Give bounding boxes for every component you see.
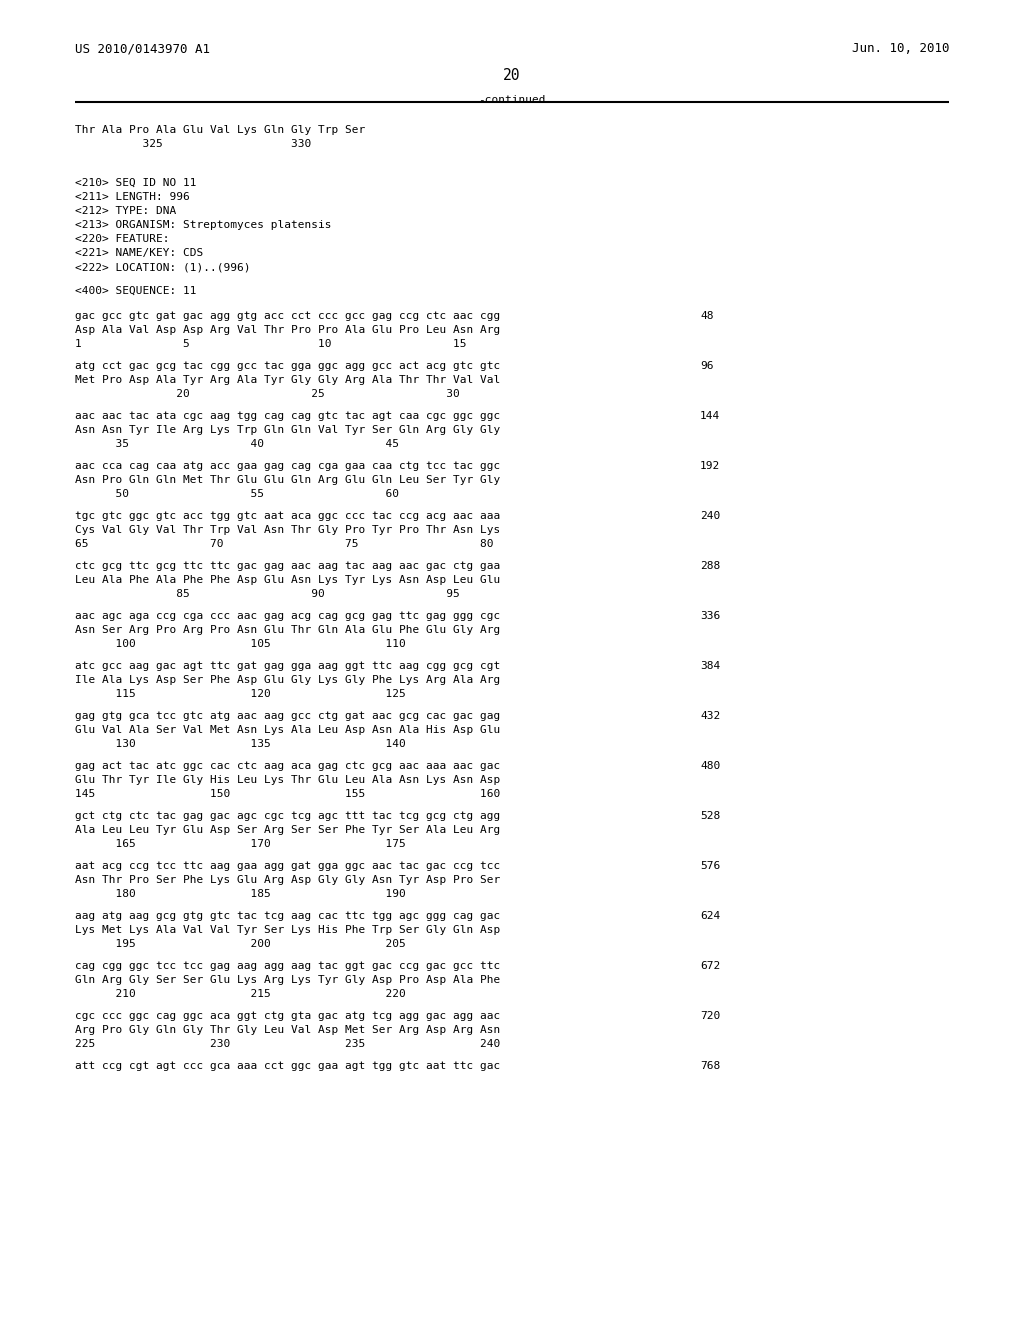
Text: Lys Met Lys Ala Val Val Tyr Ser Lys His Phe Trp Ser Gly Gln Asp: Lys Met Lys Ala Val Val Tyr Ser Lys His … (75, 925, 501, 935)
Text: Ala Leu Leu Tyr Glu Asp Ser Arg Ser Ser Phe Tyr Ser Ala Leu Arg: Ala Leu Leu Tyr Glu Asp Ser Arg Ser Ser … (75, 825, 501, 836)
Text: 145                 150                 155                 160: 145 150 155 160 (75, 789, 501, 799)
Text: <213> ORGANISM: Streptomyces platensis: <213> ORGANISM: Streptomyces platensis (75, 220, 332, 230)
Text: <222> LOCATION: (1)..(996): <222> LOCATION: (1)..(996) (75, 263, 251, 272)
Text: <221> NAME/KEY: CDS: <221> NAME/KEY: CDS (75, 248, 203, 259)
Text: 85                  90                  95: 85 90 95 (75, 589, 460, 599)
Text: 1               5                   10                  15: 1 5 10 15 (75, 339, 467, 350)
Text: aac cca cag caa atg acc gaa gag cag cga gaa caa ctg tcc tac ggc: aac cca cag caa atg acc gaa gag cag cga … (75, 461, 501, 471)
Text: <210> SEQ ID NO 11: <210> SEQ ID NO 11 (75, 178, 197, 189)
Text: Glu Val Ala Ser Val Met Asn Lys Ala Leu Asp Asn Ala His Asp Glu: Glu Val Ala Ser Val Met Asn Lys Ala Leu … (75, 725, 501, 735)
Text: 528: 528 (700, 812, 720, 821)
Text: Ile Ala Lys Asp Ser Phe Asp Glu Gly Lys Gly Phe Lys Arg Ala Arg: Ile Ala Lys Asp Ser Phe Asp Glu Gly Lys … (75, 676, 501, 685)
Text: aac agc aga ccg cga ccc aac gag acg cag gcg gag ttc gag ggg cgc: aac agc aga ccg cga ccc aac gag acg cag … (75, 611, 501, 622)
Text: 165                 170                 175: 165 170 175 (75, 840, 406, 849)
Text: <400> SEQUENCE: 11: <400> SEQUENCE: 11 (75, 286, 197, 296)
Text: Asn Pro Gln Gln Met Thr Glu Glu Gln Arg Glu Gln Leu Ser Tyr Gly: Asn Pro Gln Gln Met Thr Glu Glu Gln Arg … (75, 475, 501, 486)
Text: 115                 120                 125: 115 120 125 (75, 689, 406, 700)
Text: <211> LENGTH: 996: <211> LENGTH: 996 (75, 193, 189, 202)
Text: 192: 192 (700, 461, 720, 471)
Text: 96: 96 (700, 362, 714, 371)
Text: gct ctg ctc tac gag gac agc cgc tcg agc ttt tac tcg gcg ctg agg: gct ctg ctc tac gag gac agc cgc tcg agc … (75, 812, 501, 821)
Text: gag act tac atc ggc cac ctc aag aca gag ctc gcg aac aaa aac gac: gag act tac atc ggc cac ctc aag aca gag … (75, 762, 501, 771)
Text: 624: 624 (700, 911, 720, 921)
Text: Asn Thr Pro Ser Phe Lys Glu Arg Asp Gly Gly Asn Tyr Asp Pro Ser: Asn Thr Pro Ser Phe Lys Glu Arg Asp Gly … (75, 875, 501, 886)
Text: -continued: -continued (478, 95, 546, 106)
Text: 225                 230                 235                 240: 225 230 235 240 (75, 1039, 501, 1049)
Text: 130                 135                 140: 130 135 140 (75, 739, 406, 750)
Text: <212> TYPE: DNA: <212> TYPE: DNA (75, 206, 176, 216)
Text: tgc gtc ggc gtc acc tgg gtc aat aca ggc ccc tac ccg acg aac aaa: tgc gtc ggc gtc acc tgg gtc aat aca ggc … (75, 511, 501, 521)
Text: 672: 672 (700, 961, 720, 972)
Text: 20                  25                  30: 20 25 30 (75, 389, 460, 399)
Text: 720: 720 (700, 1011, 720, 1022)
Text: att ccg cgt agt ccc gca aaa cct ggc gaa agt tgg gtc aat ttc gac: att ccg cgt agt ccc gca aaa cct ggc gaa … (75, 1061, 501, 1072)
Text: 195                 200                 205: 195 200 205 (75, 940, 406, 949)
Text: 336: 336 (700, 611, 720, 622)
Text: gac gcc gtc gat gac agg gtg acc cct ccc gcc gag ccg ctc aac cgg: gac gcc gtc gat gac agg gtg acc cct ccc … (75, 312, 501, 321)
Text: Asn Asn Tyr Ile Arg Lys Trp Gln Gln Val Tyr Ser Gln Arg Gly Gly: Asn Asn Tyr Ile Arg Lys Trp Gln Gln Val … (75, 425, 501, 436)
Text: cag cgg ggc tcc tcc gag aag agg aag tac ggt gac ccg gac gcc ttc: cag cgg ggc tcc tcc gag aag agg aag tac … (75, 961, 501, 972)
Text: Leu Ala Phe Ala Phe Phe Asp Glu Asn Lys Tyr Lys Asn Asp Leu Glu: Leu Ala Phe Ala Phe Phe Asp Glu Asn Lys … (75, 576, 501, 585)
Text: Arg Pro Gly Gln Gly Thr Gly Leu Val Asp Met Ser Arg Asp Arg Asn: Arg Pro Gly Gln Gly Thr Gly Leu Val Asp … (75, 1026, 501, 1035)
Text: aag atg aag gcg gtg gtc tac tcg aag cac ttc tgg agc ggg cag gac: aag atg aag gcg gtg gtc tac tcg aag cac … (75, 911, 501, 921)
Text: <220> FEATURE:: <220> FEATURE: (75, 234, 170, 244)
Text: Gln Arg Gly Ser Ser Glu Lys Arg Lys Tyr Gly Asp Pro Asp Ala Phe: Gln Arg Gly Ser Ser Glu Lys Arg Lys Tyr … (75, 975, 501, 985)
Text: Asn Ser Arg Pro Arg Pro Asn Glu Thr Gln Ala Glu Phe Glu Gly Arg: Asn Ser Arg Pro Arg Pro Asn Glu Thr Gln … (75, 626, 501, 635)
Text: 100                 105                 110: 100 105 110 (75, 639, 406, 649)
Text: Met Pro Asp Ala Tyr Arg Ala Tyr Gly Gly Arg Ala Thr Thr Val Val: Met Pro Asp Ala Tyr Arg Ala Tyr Gly Gly … (75, 375, 501, 385)
Text: aac aac tac ata cgc aag tgg cag cag gtc tac agt caa cgc ggc ggc: aac aac tac ata cgc aag tgg cag cag gtc … (75, 412, 501, 421)
Text: 432: 432 (700, 711, 720, 721)
Text: 35                  40                  45: 35 40 45 (75, 440, 399, 449)
Text: 325                   330: 325 330 (75, 139, 311, 149)
Text: atc gcc aag gac agt ttc gat gag gga aag ggt ttc aag cgg gcg cgt: atc gcc aag gac agt ttc gat gag gga aag … (75, 661, 501, 671)
Text: Asp Ala Val Asp Asp Arg Val Thr Pro Pro Ala Glu Pro Leu Asn Arg: Asp Ala Val Asp Asp Arg Val Thr Pro Pro … (75, 325, 501, 335)
Text: aat acg ccg tcc ttc aag gaa agg gat gga ggc aac tac gac ccg tcc: aat acg ccg tcc ttc aag gaa agg gat gga … (75, 861, 501, 871)
Text: 576: 576 (700, 861, 720, 871)
Text: Cys Val Gly Val Thr Trp Val Asn Thr Gly Pro Tyr Pro Thr Asn Lys: Cys Val Gly Val Thr Trp Val Asn Thr Gly … (75, 525, 501, 535)
Text: 180                 185                 190: 180 185 190 (75, 890, 406, 899)
Text: gag gtg gca tcc gtc atg aac aag gcc ctg gat aac gcg cac gac gag: gag gtg gca tcc gtc atg aac aag gcc ctg … (75, 711, 501, 721)
Text: cgc ccc ggc cag ggc aca ggt ctg gta gac atg tcg agg gac agg aac: cgc ccc ggc cag ggc aca ggt ctg gta gac … (75, 1011, 501, 1022)
Text: 144: 144 (700, 412, 720, 421)
Text: Thr Ala Pro Ala Glu Val Lys Gln Gly Trp Ser: Thr Ala Pro Ala Glu Val Lys Gln Gly Trp … (75, 125, 366, 135)
Text: 50                  55                  60: 50 55 60 (75, 490, 399, 499)
Text: ctc gcg ttc gcg ttc ttc gac gag aac aag tac aag aac gac ctg gaa: ctc gcg ttc gcg ttc ttc gac gag aac aag … (75, 561, 501, 572)
Text: 480: 480 (700, 762, 720, 771)
Text: 384: 384 (700, 661, 720, 671)
Text: Jun. 10, 2010: Jun. 10, 2010 (852, 42, 949, 55)
Text: 768: 768 (700, 1061, 720, 1072)
Text: Glu Thr Tyr Ile Gly His Leu Lys Thr Glu Leu Ala Asn Lys Asn Asp: Glu Thr Tyr Ile Gly His Leu Lys Thr Glu … (75, 775, 501, 785)
Text: 48: 48 (700, 312, 714, 321)
Text: 20: 20 (503, 69, 521, 83)
Text: atg cct gac gcg tac cgg gcc tac gga ggc agg gcc act acg gtc gtc: atg cct gac gcg tac cgg gcc tac gga ggc … (75, 362, 501, 371)
Text: 65                  70                  75                  80: 65 70 75 80 (75, 539, 494, 549)
Text: 288: 288 (700, 561, 720, 572)
Text: 240: 240 (700, 511, 720, 521)
Text: US 2010/0143970 A1: US 2010/0143970 A1 (75, 42, 210, 55)
Text: 210                 215                 220: 210 215 220 (75, 989, 406, 999)
